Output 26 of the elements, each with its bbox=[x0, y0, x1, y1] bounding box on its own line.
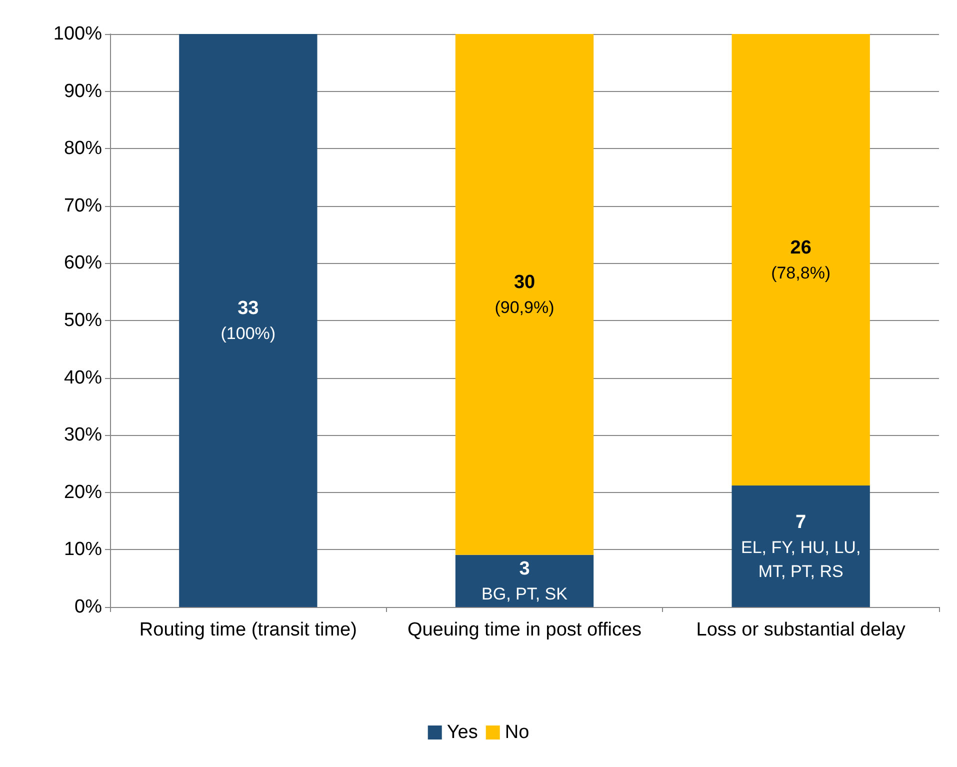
y-tick-label: 70% bbox=[64, 195, 102, 216]
data-label: 30 (90,9%) bbox=[494, 272, 554, 317]
x-tick-label: Routing time (transit time) bbox=[139, 620, 357, 640]
bar bbox=[455, 34, 594, 555]
annotation: 7 EL, FY, HU, LU, MT, PT, RS bbox=[740, 512, 861, 581]
annotation: 3 BG, PT, SK bbox=[482, 558, 568, 604]
y-tick-label: 0% bbox=[74, 596, 102, 618]
bar bbox=[732, 486, 870, 607]
y-tick-label: 10% bbox=[64, 539, 102, 560]
y-tick-label: 80% bbox=[64, 138, 102, 160]
y-tick-label: 50% bbox=[64, 310, 102, 331]
y-tick-label: 60% bbox=[64, 252, 102, 274]
bar bbox=[179, 34, 318, 607]
y-tick-label: 90% bbox=[64, 80, 102, 102]
y-tick-label: 40% bbox=[64, 367, 102, 388]
y-tick-label: 30% bbox=[64, 424, 102, 446]
legend-label: No bbox=[504, 722, 530, 743]
x-tick-label: Loss or substantial delay bbox=[696, 620, 906, 640]
legend-label: Yes bbox=[446, 722, 478, 743]
data-label: 26 (78,8%) bbox=[771, 237, 831, 282]
data-label: 33 (100%) bbox=[220, 298, 276, 343]
y-tick-label: 100% bbox=[53, 24, 102, 44]
bar bbox=[455, 554, 594, 607]
y-tick-label: 20% bbox=[64, 482, 102, 503]
bar bbox=[732, 34, 870, 486]
x-tick-label: Queuing time in post offices bbox=[407, 620, 642, 640]
